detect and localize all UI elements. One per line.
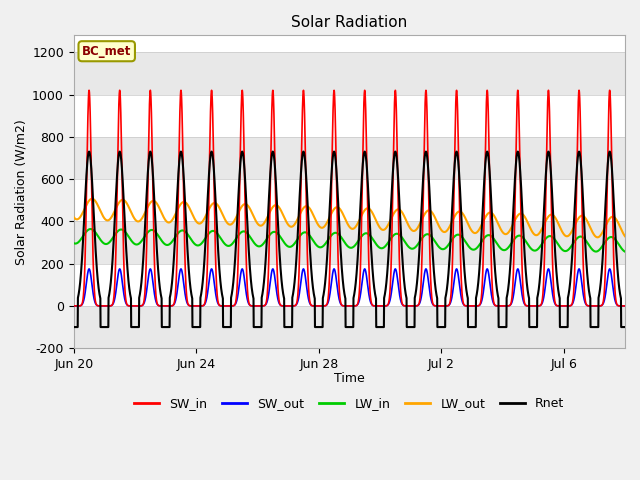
- Bar: [74, 264, 625, 306]
- Bar: [74, 52, 625, 95]
- Legend: SW_in, SW_out, LW_in, LW_out, Rnet: SW_in, SW_out, LW_in, LW_out, Rnet: [129, 392, 570, 415]
- Text: BC_met: BC_met: [82, 45, 131, 58]
- X-axis label: Time: Time: [334, 372, 365, 385]
- Bar: [74, 95, 625, 137]
- Bar: [74, 221, 625, 264]
- Bar: [74, 179, 625, 221]
- Bar: [74, 137, 625, 179]
- Bar: [74, 306, 625, 348]
- Title: Solar Radiation: Solar Radiation: [291, 15, 408, 30]
- Y-axis label: Solar Radiation (W/m2): Solar Radiation (W/m2): [15, 119, 28, 264]
